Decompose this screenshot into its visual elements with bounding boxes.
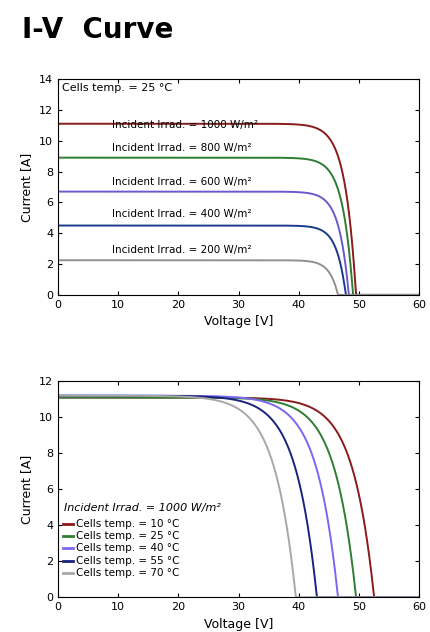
- Y-axis label: Current [A]: Current [A]: [21, 454, 34, 524]
- Text: I-V  Curve: I-V Curve: [22, 16, 173, 44]
- Text: Cells temp. = 55 °C: Cells temp. = 55 °C: [76, 556, 179, 566]
- Text: Incident Irrad. = 800 W/m²: Incident Irrad. = 800 W/m²: [112, 143, 252, 154]
- Text: Incident Irrad. = 1000 W/m²: Incident Irrad. = 1000 W/m²: [112, 120, 258, 130]
- X-axis label: Voltage [V]: Voltage [V]: [204, 315, 273, 329]
- Text: Cells temp. = 25 °C: Cells temp. = 25 °C: [61, 83, 172, 94]
- Text: Incident Irrad. = 400 W/m²: Incident Irrad. = 400 W/m²: [112, 209, 252, 219]
- Text: Cells temp. = 10 °C: Cells temp. = 10 °C: [76, 520, 179, 530]
- Text: Incident Irrad. = 600 W/m²: Incident Irrad. = 600 W/m²: [112, 177, 252, 186]
- X-axis label: Voltage [V]: Voltage [V]: [204, 617, 273, 631]
- Text: Cells temp. = 70 °C: Cells temp. = 70 °C: [76, 568, 179, 578]
- Text: Cells temp. = 25 °C: Cells temp. = 25 °C: [76, 532, 179, 542]
- Text: Incident Irrad. = 1000 W/m²: Incident Irrad. = 1000 W/m²: [64, 503, 221, 513]
- Text: Incident Irrad. = 200 W/m²: Incident Irrad. = 200 W/m²: [112, 245, 252, 255]
- Text: Cells temp. = 40 °C: Cells temp. = 40 °C: [76, 544, 179, 554]
- Y-axis label: Current [A]: Current [A]: [21, 152, 34, 222]
